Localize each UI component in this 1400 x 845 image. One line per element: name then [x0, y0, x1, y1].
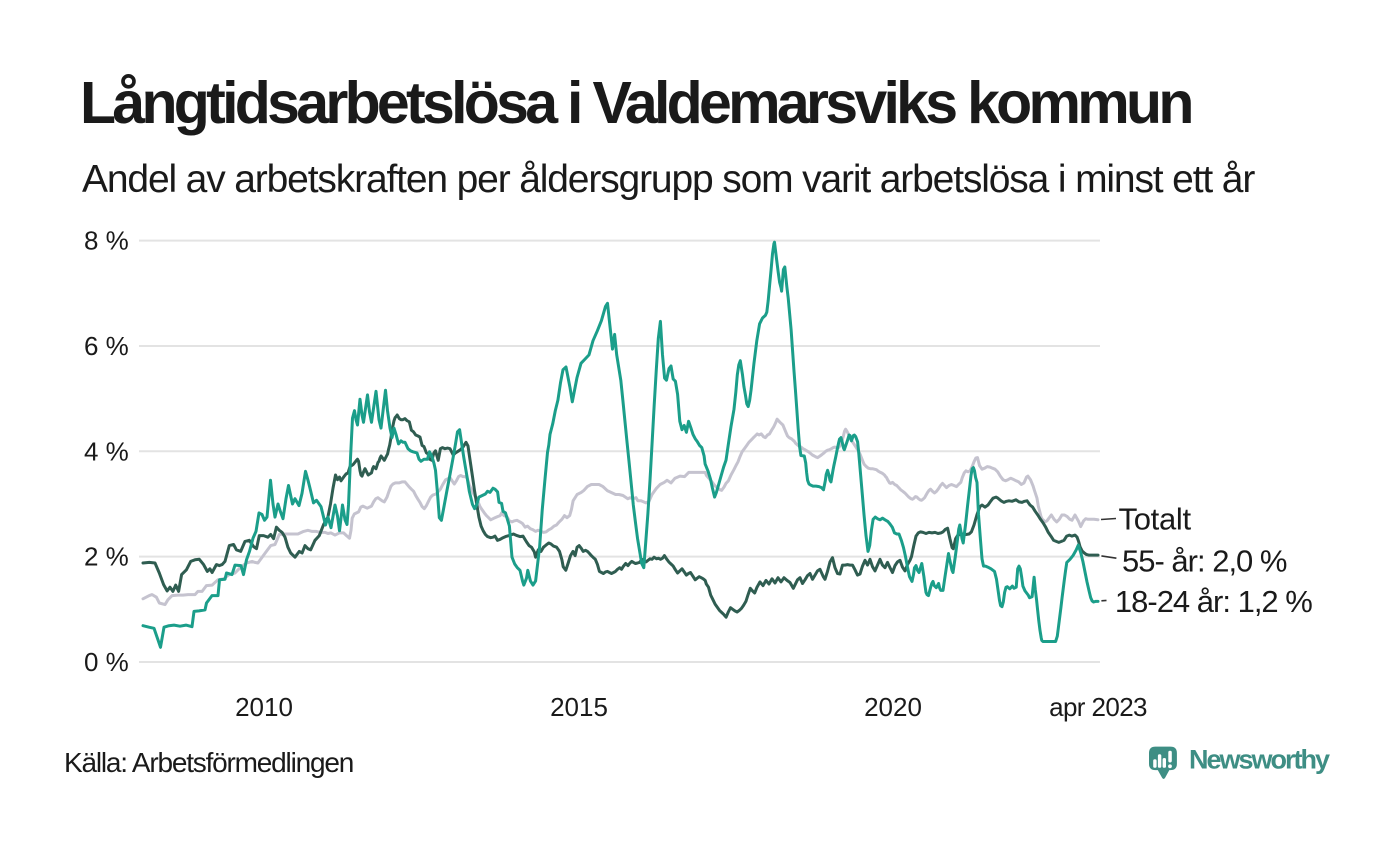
- svg-text:6 %: 6 %: [84, 331, 129, 361]
- svg-text:4 %: 4 %: [84, 436, 129, 466]
- svg-text:Newsworthy: Newsworthy: [1189, 745, 1330, 775]
- svg-text:apr 2023: apr 2023: [1049, 692, 1147, 722]
- svg-text:2 %: 2 %: [84, 542, 129, 572]
- svg-text:8 %: 8 %: [84, 226, 129, 256]
- svg-text:18-24 år: 1,2 %: 18-24 år: 1,2 %: [1115, 584, 1312, 619]
- svg-text:Andel av arbetskraften per åld: Andel av arbetskraften per åldersgrupp s…: [82, 158, 1255, 201]
- svg-text:Källa: Arbetsförmedlingen: Källa: Arbetsförmedlingen: [64, 747, 353, 778]
- svg-text:Långtidsarbetslösa i Valdemars: Långtidsarbetslösa i Valdemarsviks kommu…: [80, 70, 1191, 136]
- svg-text:Totalt: Totalt: [1119, 502, 1192, 537]
- svg-text:2020: 2020: [864, 692, 922, 722]
- svg-text:2015: 2015: [550, 692, 608, 722]
- svg-text:55- år: 2,0 %: 55- år: 2,0 %: [1122, 544, 1287, 579]
- svg-text:0 %: 0 %: [84, 647, 129, 677]
- svg-text:2010: 2010: [235, 692, 293, 722]
